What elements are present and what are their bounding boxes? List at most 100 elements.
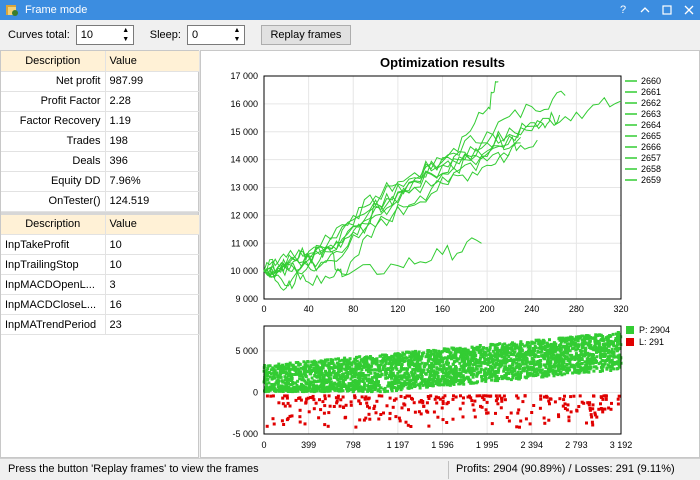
profit-point xyxy=(489,356,493,360)
profit-point xyxy=(290,373,294,376)
loss-point xyxy=(516,396,520,400)
profit-point xyxy=(314,385,317,389)
profit-point xyxy=(607,344,611,348)
profit-point xyxy=(527,341,531,345)
profit-point xyxy=(616,333,620,337)
spin-up-icon[interactable]: ▲ xyxy=(122,27,130,34)
sleep-spinner[interactable]: 0 ▲ ▼ xyxy=(186,25,245,45)
column-header-description[interactable]: Description xyxy=(1,214,106,235)
profit-point xyxy=(355,355,359,359)
table-splitter[interactable] xyxy=(1,211,198,215)
table-row[interactable]: Factor Recovery 1.19 xyxy=(1,111,200,132)
loss-point xyxy=(601,397,605,401)
profit-point xyxy=(395,362,399,366)
profit-point xyxy=(618,357,622,361)
profit-point xyxy=(482,351,486,354)
profit-point xyxy=(458,346,462,350)
profit-point xyxy=(483,373,486,377)
profit-point xyxy=(475,364,479,368)
profit-point xyxy=(337,373,341,377)
table-row[interactable]: Deals 396 xyxy=(1,151,200,172)
table-row[interactable]: InpTrailingStop 10 xyxy=(1,254,200,275)
profit-point xyxy=(532,363,536,367)
table-row[interactable]: InpMATrendPeriod 23 xyxy=(1,314,200,335)
profit-point xyxy=(397,355,401,359)
table-row[interactable]: InpMACDOpenL... 3 xyxy=(1,274,200,295)
x-tick-label: 320 xyxy=(613,304,628,314)
loss-point xyxy=(349,403,353,407)
loss-point xyxy=(563,402,567,406)
profit-point xyxy=(478,358,482,362)
loss-point xyxy=(498,394,502,398)
profit-point xyxy=(569,365,573,369)
table-row[interactable]: Net profit 987.99 xyxy=(1,71,200,92)
profit-point xyxy=(359,363,362,367)
profit-point xyxy=(454,356,458,359)
column-header-value[interactable]: Value xyxy=(105,51,200,72)
profit-point xyxy=(524,376,528,380)
sleep-value[interactable]: 0 xyxy=(191,29,199,41)
collapse-button[interactable] xyxy=(634,0,656,20)
profit-point xyxy=(480,375,484,379)
profit-point xyxy=(413,371,417,375)
profit-point xyxy=(310,368,314,372)
profit-point xyxy=(306,360,310,363)
column-header-description[interactable]: Description xyxy=(1,51,106,72)
profit-point xyxy=(351,371,355,375)
profit-point xyxy=(428,376,431,380)
profit-point xyxy=(312,369,316,372)
table-row[interactable]: Profit Factor 2.28 xyxy=(1,91,200,112)
profit-point xyxy=(337,370,341,374)
curves-total-value[interactable]: 10 xyxy=(80,29,93,41)
profit-point xyxy=(296,361,300,364)
column-header-value[interactable]: Value xyxy=(105,214,200,235)
table-row[interactable]: Equity DD 7.96% xyxy=(1,171,200,192)
table-row[interactable]: InpMACDCloseL... 16 xyxy=(1,294,200,315)
help-button[interactable]: ? xyxy=(619,4,627,16)
curves-total-spinner[interactable]: 10 ▲ ▼ xyxy=(75,25,134,45)
profit-point xyxy=(598,333,602,337)
profit-point xyxy=(305,382,309,386)
loss-point xyxy=(585,421,588,425)
loss-point xyxy=(271,417,275,421)
profit-point xyxy=(509,370,513,374)
profit-point xyxy=(593,342,597,346)
table-row[interactable]: OnTester() 124.519 xyxy=(1,191,200,212)
profit-point xyxy=(468,370,472,374)
profit-point xyxy=(513,347,517,351)
profit-point xyxy=(339,369,343,373)
profit-point xyxy=(337,357,340,361)
profit-point xyxy=(339,388,343,391)
table-row[interactable]: InpTakeProfit 10 xyxy=(1,234,200,255)
profit-point xyxy=(610,358,614,362)
loss-point xyxy=(334,396,338,400)
spin-down-icon[interactable]: ▼ xyxy=(233,36,241,43)
profit-point xyxy=(319,367,323,371)
close-button[interactable] xyxy=(678,0,700,20)
spin-down-icon[interactable]: ▼ xyxy=(122,36,130,43)
profit-point xyxy=(295,383,299,387)
spin-up-icon[interactable]: ▲ xyxy=(233,27,241,34)
profit-point xyxy=(279,375,283,379)
maximize-button[interactable] xyxy=(656,0,678,20)
profit-point xyxy=(348,362,352,366)
table-row[interactable]: Trades 198 xyxy=(1,131,200,152)
profit-point xyxy=(580,334,584,338)
loss-point xyxy=(413,410,417,414)
profit-point xyxy=(564,349,568,353)
loss-point xyxy=(565,408,569,412)
profit-point xyxy=(599,365,603,369)
loss-point xyxy=(502,394,506,398)
loss-point xyxy=(397,416,401,420)
profit-point xyxy=(616,336,619,339)
loss-point xyxy=(312,398,316,402)
profit-point xyxy=(404,367,407,371)
profit-point xyxy=(417,363,421,367)
loss-point xyxy=(469,396,473,400)
profit-point xyxy=(525,369,529,373)
profit-point xyxy=(271,385,275,389)
profit-point xyxy=(400,367,404,371)
replay-frames-button[interactable]: Replay frames xyxy=(260,25,351,45)
profit-point xyxy=(532,370,536,374)
profit-point xyxy=(285,372,289,376)
